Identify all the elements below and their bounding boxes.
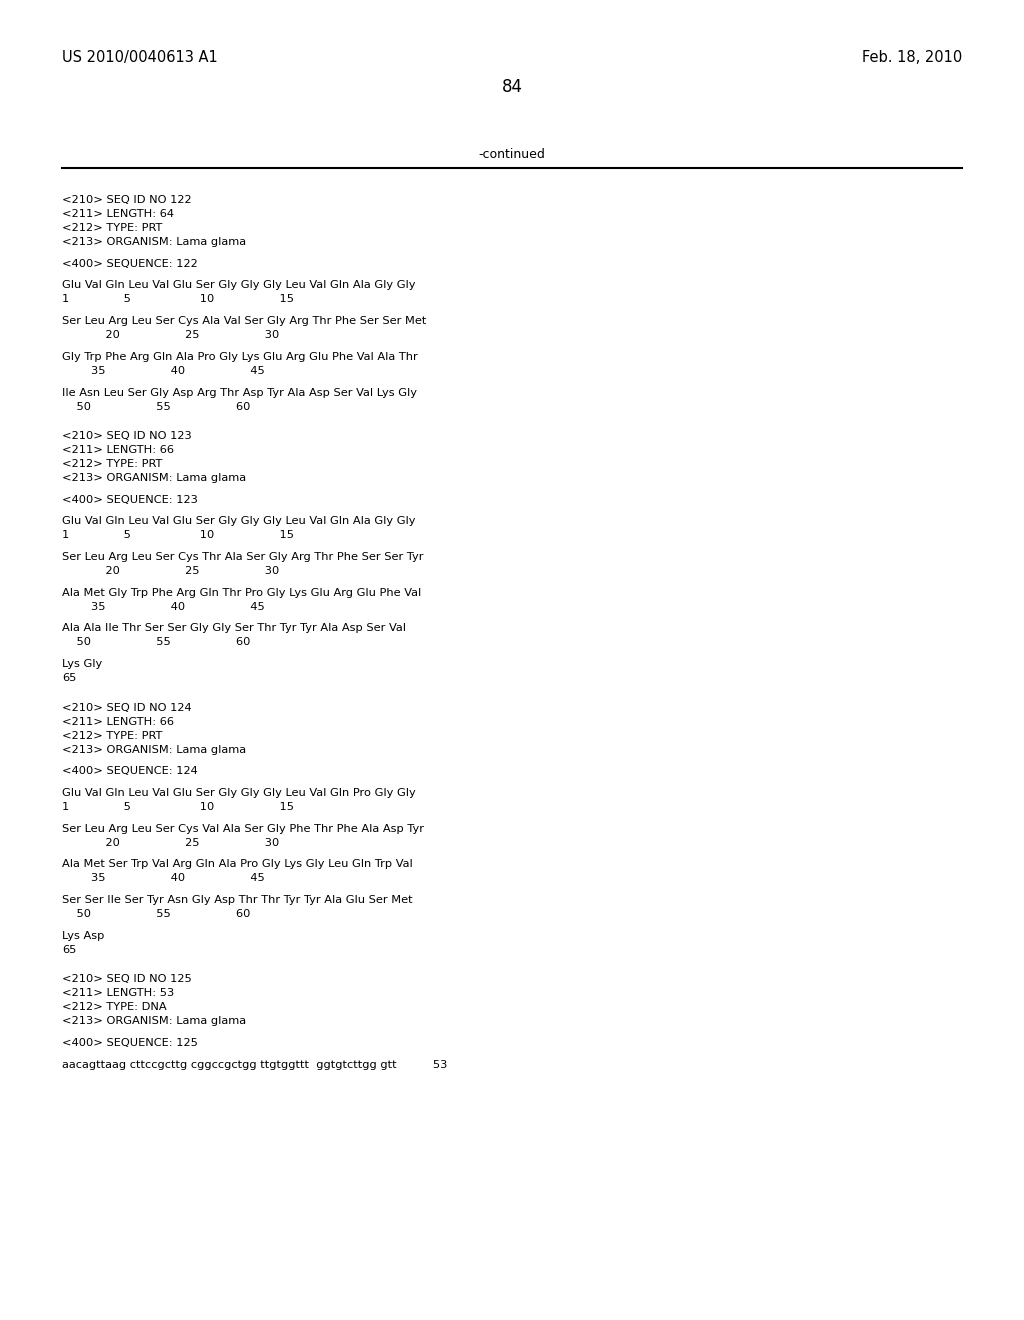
Text: <212> TYPE: PRT: <212> TYPE: PRT: [62, 459, 163, 469]
Text: <213> ORGANISM: Lama glama: <213> ORGANISM: Lama glama: [62, 238, 246, 247]
Text: Ala Met Ser Trp Val Arg Gln Ala Pro Gly Lys Gly Leu Gln Trp Val: Ala Met Ser Trp Val Arg Gln Ala Pro Gly …: [62, 859, 413, 870]
Text: <210> SEQ ID NO 125: <210> SEQ ID NO 125: [62, 974, 191, 985]
Text: Ala Met Gly Trp Phe Arg Gln Thr Pro Gly Lys Glu Arg Glu Phe Val: Ala Met Gly Trp Phe Arg Gln Thr Pro Gly …: [62, 587, 421, 598]
Text: Ala Ala Ile Thr Ser Ser Gly Gly Ser Thr Tyr Tyr Ala Asp Ser Val: Ala Ala Ile Thr Ser Ser Gly Gly Ser Thr …: [62, 623, 406, 634]
Text: 65: 65: [62, 673, 77, 684]
Text: <212> TYPE: PRT: <212> TYPE: PRT: [62, 730, 163, 741]
Text: Glu Val Gln Leu Val Glu Ser Gly Gly Gly Leu Val Gln Ala Gly Gly: Glu Val Gln Leu Val Glu Ser Gly Gly Gly …: [62, 280, 416, 290]
Text: <400> SEQUENCE: 123: <400> SEQUENCE: 123: [62, 495, 198, 504]
Text: Lys Gly: Lys Gly: [62, 659, 102, 669]
Text: 20                  25                  30: 20 25 30: [62, 330, 280, 341]
Text: -continued: -continued: [478, 148, 546, 161]
Text: <400> SEQUENCE: 124: <400> SEQUENCE: 124: [62, 766, 198, 776]
Text: 35                  40                  45: 35 40 45: [62, 366, 265, 376]
Text: Lys Asp: Lys Asp: [62, 931, 104, 941]
Text: 20                  25                  30: 20 25 30: [62, 838, 280, 847]
Text: Feb. 18, 2010: Feb. 18, 2010: [862, 50, 962, 65]
Text: <212> TYPE: PRT: <212> TYPE: PRT: [62, 223, 163, 234]
Text: Glu Val Gln Leu Val Glu Ser Gly Gly Gly Leu Val Gln Ala Gly Gly: Glu Val Gln Leu Val Glu Ser Gly Gly Gly …: [62, 516, 416, 527]
Text: Ser Leu Arg Leu Ser Cys Thr Ala Ser Gly Arg Thr Phe Ser Ser Tyr: Ser Leu Arg Leu Ser Cys Thr Ala Ser Gly …: [62, 552, 424, 562]
Text: <211> LENGTH: 64: <211> LENGTH: 64: [62, 209, 174, 219]
Text: <213> ORGANISM: Lama glama: <213> ORGANISM: Lama glama: [62, 473, 246, 483]
Text: Ser Ser Ile Ser Tyr Asn Gly Asp Thr Thr Tyr Tyr Ala Glu Ser Met: Ser Ser Ile Ser Tyr Asn Gly Asp Thr Thr …: [62, 895, 413, 906]
Text: aacagttaag cttccgcttg cggccgctgg ttgtggttt  ggtgtcttgg gtt          53: aacagttaag cttccgcttg cggccgctgg ttgtggt…: [62, 1060, 447, 1069]
Text: 20                  25                  30: 20 25 30: [62, 566, 280, 576]
Text: 1               5                   10                  15: 1 5 10 15: [62, 294, 294, 305]
Text: <210> SEQ ID NO 122: <210> SEQ ID NO 122: [62, 195, 191, 205]
Text: 84: 84: [502, 78, 522, 96]
Text: <400> SEQUENCE: 125: <400> SEQUENCE: 125: [62, 1038, 198, 1048]
Text: US 2010/0040613 A1: US 2010/0040613 A1: [62, 50, 218, 65]
Text: 35                  40                  45: 35 40 45: [62, 602, 265, 611]
Text: Ser Leu Arg Leu Ser Cys Ala Val Ser Gly Arg Thr Phe Ser Ser Met: Ser Leu Arg Leu Ser Cys Ala Val Ser Gly …: [62, 315, 426, 326]
Text: 50                  55                  60: 50 55 60: [62, 638, 251, 647]
Text: <211> LENGTH: 66: <211> LENGTH: 66: [62, 445, 174, 455]
Text: <400> SEQUENCE: 122: <400> SEQUENCE: 122: [62, 259, 198, 269]
Text: Gly Trp Phe Arg Gln Ala Pro Gly Lys Glu Arg Glu Phe Val Ala Thr: Gly Trp Phe Arg Gln Ala Pro Gly Lys Glu …: [62, 352, 418, 362]
Text: 35                  40                  45: 35 40 45: [62, 874, 265, 883]
Text: Ile Asn Leu Ser Gly Asp Arg Thr Asp Tyr Ala Asp Ser Val Lys Gly: Ile Asn Leu Ser Gly Asp Arg Thr Asp Tyr …: [62, 388, 417, 397]
Text: <212> TYPE: DNA: <212> TYPE: DNA: [62, 1002, 167, 1012]
Text: <211> LENGTH: 53: <211> LENGTH: 53: [62, 989, 174, 998]
Text: <210> SEQ ID NO 123: <210> SEQ ID NO 123: [62, 430, 191, 441]
Text: 1               5                   10                  15: 1 5 10 15: [62, 803, 294, 812]
Text: <213> ORGANISM: Lama glama: <213> ORGANISM: Lama glama: [62, 744, 246, 755]
Text: 50                  55                  60: 50 55 60: [62, 401, 251, 412]
Text: Ser Leu Arg Leu Ser Cys Val Ala Ser Gly Phe Thr Phe Ala Asp Tyr: Ser Leu Arg Leu Ser Cys Val Ala Ser Gly …: [62, 824, 424, 834]
Text: 1               5                   10                  15: 1 5 10 15: [62, 531, 294, 540]
Text: Glu Val Gln Leu Val Glu Ser Gly Gly Gly Leu Val Gln Pro Gly Gly: Glu Val Gln Leu Val Glu Ser Gly Gly Gly …: [62, 788, 416, 797]
Text: <213> ORGANISM: Lama glama: <213> ORGANISM: Lama glama: [62, 1016, 246, 1026]
Text: 65: 65: [62, 945, 77, 954]
Text: 50                  55                  60: 50 55 60: [62, 909, 251, 919]
Text: <210> SEQ ID NO 124: <210> SEQ ID NO 124: [62, 702, 191, 713]
Text: <211> LENGTH: 66: <211> LENGTH: 66: [62, 717, 174, 726]
